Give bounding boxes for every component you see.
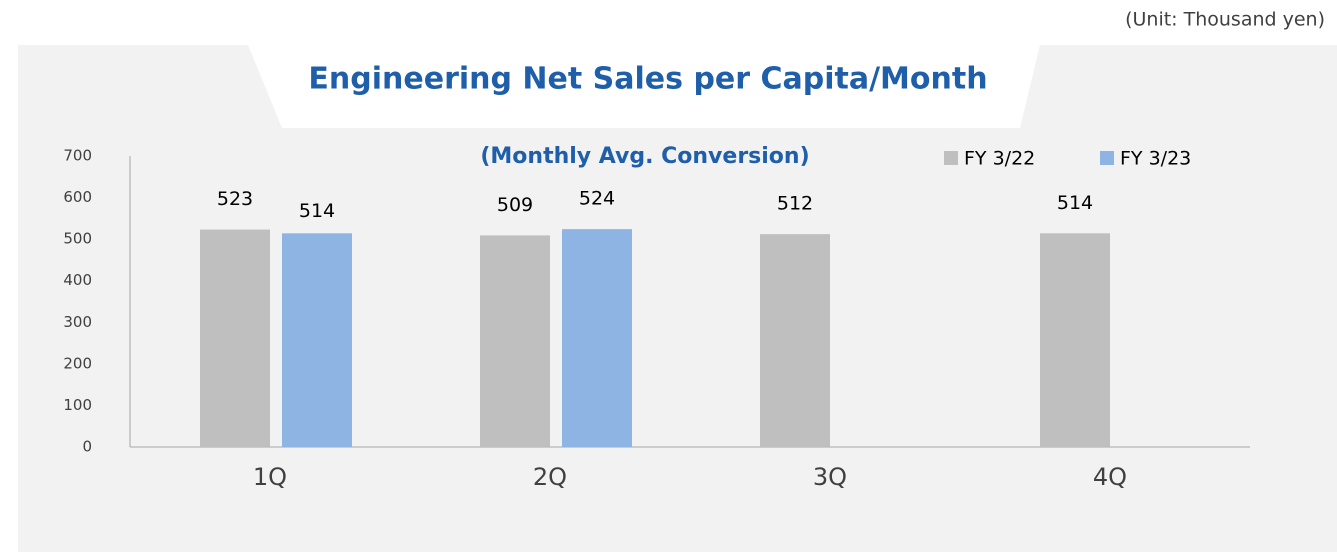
bar <box>1040 233 1110 447</box>
bar <box>562 229 632 447</box>
y-tick-label: 600 <box>63 188 92 206</box>
x-tick-label: 2Q <box>533 463 567 491</box>
data-label: 523 <box>217 188 253 210</box>
x-tick-label: 1Q <box>253 463 287 491</box>
chart-title: Engineering Net Sales per Capita/Month <box>308 62 987 97</box>
data-label: 512 <box>777 193 813 215</box>
unit-note: (Unit: Thousand yen) <box>1125 9 1325 31</box>
y-tick-label: 700 <box>63 147 92 165</box>
x-tick-label: 4Q <box>1093 463 1127 491</box>
chart-subtitle: (Monthly Avg. Conversion) <box>480 144 809 169</box>
title-tab <box>248 45 1040 128</box>
legend-swatch <box>1100 151 1114 165</box>
y-tick-label: 500 <box>63 230 92 248</box>
legend-label: FY 3/23 <box>1120 148 1191 170</box>
legend-label: FY 3/22 <box>964 148 1035 170</box>
bar <box>282 233 352 447</box>
data-label: 514 <box>1057 192 1093 214</box>
y-tick-label: 0 <box>82 438 92 456</box>
bar <box>760 234 830 447</box>
data-label: 524 <box>579 188 615 210</box>
y-tick-label: 100 <box>63 396 92 414</box>
bar <box>200 229 270 447</box>
y-tick-label: 200 <box>63 354 92 372</box>
data-label: 514 <box>299 200 335 222</box>
legend-swatch <box>944 151 958 165</box>
y-tick-label: 300 <box>63 313 92 331</box>
data-label: 509 <box>497 194 533 216</box>
x-tick-label: 3Q <box>813 463 847 491</box>
y-tick-label: 400 <box>63 271 92 289</box>
bar <box>480 235 550 447</box>
